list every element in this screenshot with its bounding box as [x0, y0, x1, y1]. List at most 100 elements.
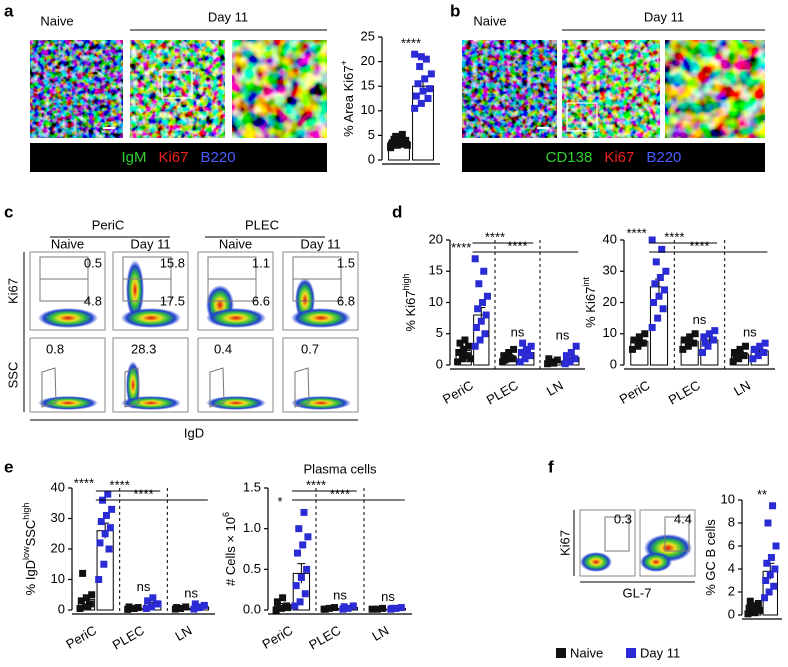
point [301, 590, 309, 598]
y-label-sup: + [339, 60, 349, 65]
point [761, 594, 769, 602]
flow-plot [282, 251, 359, 331]
point [284, 604, 292, 612]
point [106, 524, 114, 532]
scale-bar [103, 127, 115, 129]
gate [124, 367, 140, 408]
y-tick-label: 20 [361, 53, 375, 68]
point [505, 349, 513, 356]
point [402, 136, 410, 144]
point [691, 330, 699, 338]
y-tick-label: 2 [728, 583, 735, 598]
point [769, 502, 777, 510]
point [741, 342, 749, 350]
point [130, 604, 138, 612]
y-tick-label: 10 [721, 491, 735, 506]
point [700, 333, 708, 341]
point [417, 99, 425, 107]
micrograph [30, 40, 123, 138]
point [196, 603, 204, 611]
y-tick-label: 0 [610, 356, 617, 371]
bracket-label: **** [689, 238, 709, 253]
point [709, 336, 717, 344]
point [475, 280, 483, 288]
point [521, 355, 529, 363]
point [177, 604, 185, 612]
point [144, 597, 152, 605]
point [77, 597, 85, 605]
point [472, 324, 480, 331]
point [761, 339, 769, 347]
density [38, 308, 98, 328]
stain-name: B220 [201, 149, 236, 166]
point [398, 130, 406, 138]
flow-plot [197, 337, 274, 413]
point [304, 533, 312, 541]
y-label-part: % GC B cells [703, 519, 718, 596]
significance: ns [556, 328, 570, 343]
flow-x-label: IgD [184, 425, 204, 440]
point [747, 603, 755, 611]
point [279, 594, 287, 602]
density [121, 396, 181, 410]
legend-swatch [556, 648, 566, 658]
y-tick-label: 6 [728, 537, 735, 552]
point [771, 565, 779, 573]
point [482, 311, 490, 319]
stain-bar [462, 143, 765, 172]
point [662, 267, 670, 275]
density [38, 396, 98, 410]
significance: ** [757, 487, 767, 502]
stain-name: CD138 [546, 149, 593, 166]
point [411, 104, 419, 112]
micrograph [232, 40, 327, 138]
flow-column: Naive [51, 236, 84, 251]
point [397, 604, 405, 612]
point [500, 352, 508, 360]
point [456, 339, 464, 347]
point [637, 339, 645, 347]
flow-plot [112, 251, 189, 331]
y-tick-label: 0 [58, 601, 65, 616]
point [506, 354, 514, 361]
group-label: Day 11 [644, 9, 684, 24]
point [84, 603, 92, 611]
significance: **** [626, 225, 646, 240]
point [465, 342, 473, 350]
point [427, 70, 435, 78]
point [392, 604, 400, 612]
point [296, 598, 304, 606]
point [686, 333, 694, 341]
x-tick-label: PLEC [666, 378, 703, 408]
group-label: Day 11 [208, 9, 248, 24]
point [79, 569, 87, 577]
y-tick-label: 30 [603, 263, 617, 278]
point [762, 577, 770, 584]
point [754, 352, 762, 360]
point [755, 606, 763, 614]
significance: **** [74, 476, 94, 491]
point [705, 330, 713, 338]
significance: ns [693, 312, 707, 327]
chart-title: Plasma cells [304, 461, 377, 476]
y-tick-label: 10 [603, 325, 617, 340]
point [567, 349, 575, 356]
y-tick-label: 10 [361, 102, 375, 117]
point [524, 349, 532, 356]
bracket-label: **** [133, 486, 153, 501]
point [682, 336, 690, 344]
y-label: % IgDlowSSChigh [21, 503, 38, 596]
flow-y-label: Ki67 [5, 278, 20, 304]
point [417, 53, 425, 61]
point [414, 80, 422, 88]
point [134, 604, 142, 612]
point [656, 274, 664, 281]
point [690, 339, 698, 347]
point [772, 542, 780, 550]
point [325, 604, 333, 612]
bracket-label: **** [306, 477, 326, 492]
point [461, 336, 469, 344]
y-tick-label: 4 [728, 560, 735, 575]
point [104, 490, 112, 498]
